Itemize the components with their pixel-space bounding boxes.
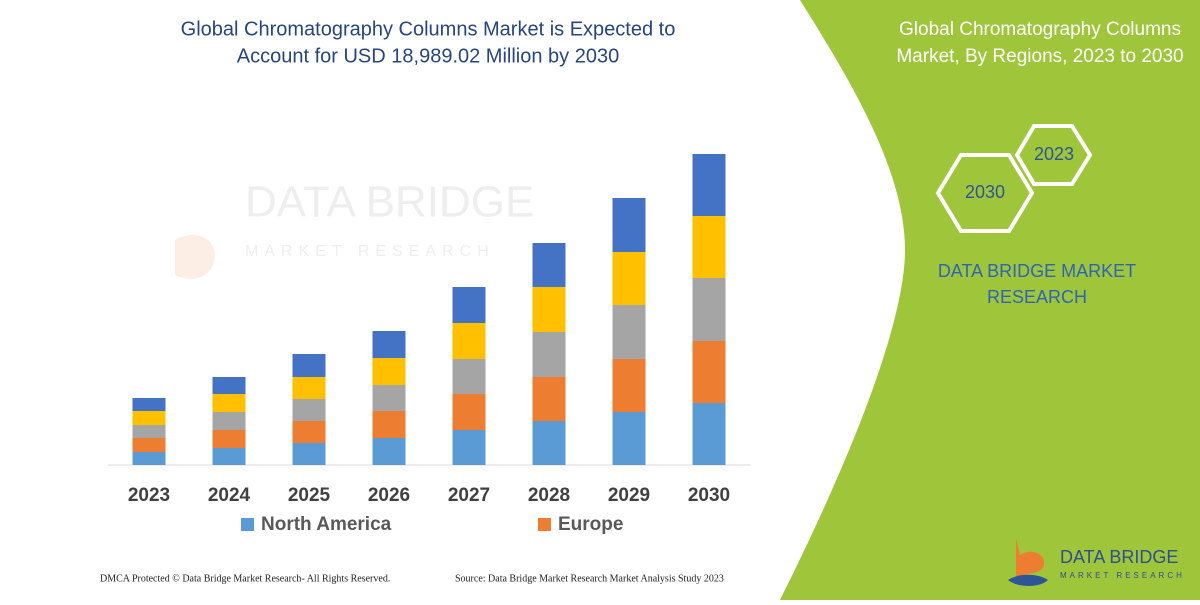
bar-segment [532, 332, 566, 377]
legend-swatch [538, 518, 551, 531]
logo-mark [1016, 538, 1045, 578]
bar-segment [692, 154, 726, 216]
bar-segment [372, 358, 406, 385]
bar-segment [532, 287, 566, 332]
chart-title: Account for USD 18,989.02 Million by 203… [237, 45, 619, 67]
bar-segment [292, 421, 326, 443]
bar-segment [692, 403, 726, 465]
bar-segment [612, 305, 646, 359]
logo-text: DATA BRIDGE [1060, 547, 1178, 567]
brand-text: DATA BRIDGE MARKET [938, 261, 1136, 281]
bar-segment [372, 411, 406, 438]
bar-segment [212, 394, 246, 412]
bar-segment [292, 443, 326, 465]
logo-text: MARKET RESEARCH [1060, 571, 1185, 580]
bar-segment [452, 287, 486, 323]
watermark-logo [175, 160, 215, 279]
bar-segment [292, 354, 326, 377]
bar-segment [132, 411, 166, 425]
bar-segment [532, 243, 566, 287]
legend-label: Europe [558, 514, 623, 535]
hexagon-label: 2023 [1034, 144, 1074, 164]
hexagon [935, 153, 1035, 233]
x-tick-label: 2028 [528, 485, 570, 506]
footer-text: DMCA Protected © Data Bridge Market Rese… [100, 573, 390, 584]
bar-segment [292, 399, 326, 421]
bar-segment [212, 377, 246, 394]
legend-swatch [241, 518, 254, 531]
x-tick-label: 2027 [448, 485, 490, 506]
bar-segment [212, 430, 246, 448]
x-tick-label: 2023 [128, 485, 170, 506]
bar-segment [612, 359, 646, 412]
bar-segment [372, 331, 406, 358]
bar-segment [292, 377, 326, 399]
bar-segment [132, 452, 166, 465]
bar-segment [692, 216, 726, 278]
bar-segment [692, 278, 726, 341]
hexagon [1014, 124, 1093, 186]
watermark-text: MARKET RESEARCH [245, 243, 495, 260]
bar-segment [212, 448, 246, 465]
x-tick-label: 2029 [608, 485, 650, 506]
x-tick-label: 2026 [368, 485, 410, 506]
bar-segment [212, 412, 246, 430]
x-tick-label: 2024 [208, 485, 251, 506]
bar-segment [612, 412, 646, 465]
logo: DATA BRIDGE MARKET RESEARCH [1008, 538, 1185, 586]
bar-segment [452, 323, 486, 359]
chart-title: Global Chromatography Columns Market is … [181, 18, 676, 40]
bar-segment [132, 425, 166, 438]
bar-segment [372, 385, 406, 411]
footer-text: Source: Data Bridge Market Research Mark… [455, 573, 724, 584]
watermark: DATA BRIDGE MARKET RESEARCH [175, 160, 534, 279]
x-tick-label: 2025 [288, 485, 331, 506]
bar-segment [132, 438, 166, 452]
hexagon-label: 2030 [965, 182, 1005, 202]
bar-segment [532, 421, 566, 465]
legend-label: North America [261, 514, 392, 535]
side-panel [780, 0, 1200, 600]
brand-text: RESEARCH [987, 287, 1087, 307]
bar-segment [452, 394, 486, 430]
bar-segment [132, 398, 166, 411]
logo-mark [1008, 574, 1048, 586]
bar-segment [452, 430, 486, 465]
bar-segment [532, 377, 566, 421]
watermark-text: DATA BRIDGE [245, 178, 534, 227]
bar-segment [612, 252, 646, 305]
panel-title: Global Chromatography Columns [899, 19, 1181, 40]
bar-segment [692, 341, 726, 403]
bar-segment [612, 198, 646, 252]
bar-segment [372, 438, 406, 465]
bar-segment [452, 359, 486, 394]
panel-title: Market, By Regions, 2023 to 2030 [896, 46, 1183, 67]
x-tick-label: 2030 [688, 485, 730, 506]
